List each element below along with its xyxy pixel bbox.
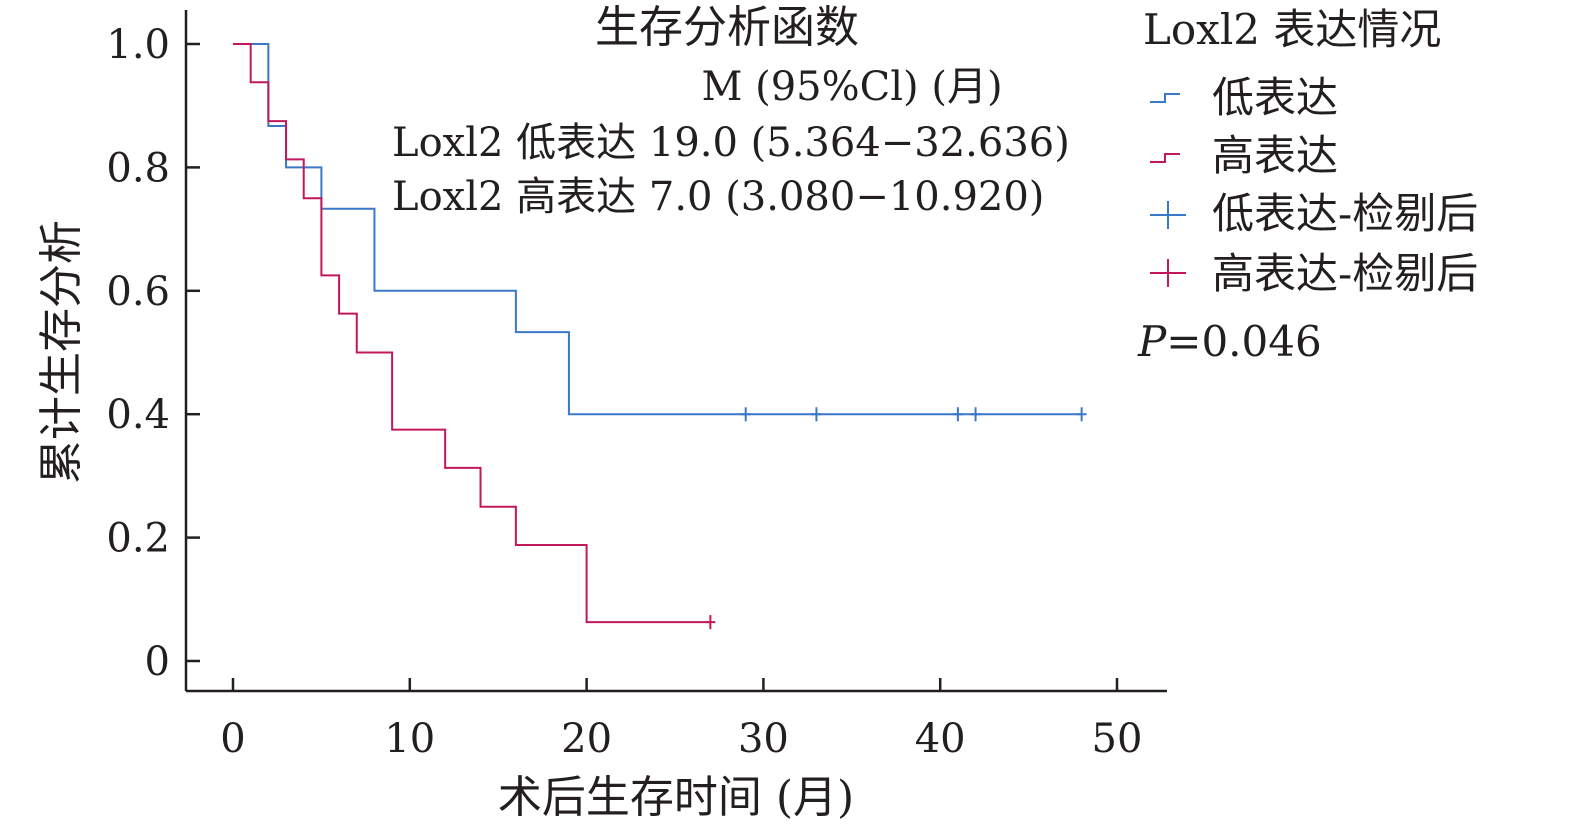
censor-mark — [811, 407, 822, 422]
y-axis-title: 累计生存分析 — [36, 220, 87, 484]
legend-title: Loxl2 表达情况 — [1143, 5, 1441, 54]
x-tick-label: 40 — [915, 716, 966, 762]
km-curve-low — [233, 43, 1082, 416]
censor-mark — [970, 407, 981, 422]
censor-mark — [1076, 407, 1087, 422]
x-tick-label: 50 — [1092, 716, 1143, 762]
y-tick-label: 0.4 — [106, 392, 170, 438]
annotation-high: Loxl2 高表达 7.0 (3.080−10.920) — [392, 174, 1044, 220]
x-tick-label: 30 — [738, 716, 789, 762]
y-tick-label: 1.0 — [106, 22, 170, 68]
legend-swatch-high — [1150, 153, 1180, 163]
y-ticks: 0 0.2 0.4 0.6 0.8 1.0 — [106, 22, 200, 685]
x-tick-label: 10 — [384, 716, 435, 762]
x-tick-label: 20 — [561, 716, 612, 762]
legend: Loxl2 表达情况 低表达 高表达 低表达-检剔后 高表达-检剔后 P=0.0… — [1137, 5, 1478, 366]
axes: 0 0.2 0.4 0.6 0.8 1.0 0 10 20 30 40 50 — [106, 10, 1167, 762]
legend-entry-high: 高表达 — [1212, 131, 1338, 180]
series-layer — [233, 43, 1087, 630]
annotation-low: Loxl2 低表达 19.0 (5.364−32.636) — [392, 120, 1070, 166]
p-value-number: =0.046 — [1166, 317, 1321, 366]
legend-entry-high-censored: 高表达-检剔后 — [1212, 249, 1478, 298]
legend-swatch-low — [1150, 93, 1180, 103]
censor-mark — [952, 407, 963, 422]
x-tick-label: 0 — [220, 716, 245, 762]
km-curve-high — [233, 43, 711, 624]
p-value-label: P — [1137, 317, 1167, 366]
chart-title: 生存分析函数 — [595, 2, 859, 53]
legend-swatch-high-censored — [1150, 259, 1186, 287]
y-tick-label: 0.2 — [106, 516, 170, 562]
x-axis-title: 术后生存时间 (月) — [498, 772, 854, 823]
legend-swatch-low-censored — [1150, 201, 1186, 229]
p-value: P=0.046 — [1137, 317, 1322, 366]
censor-mark — [705, 615, 716, 630]
x-ticks: 0 10 20 30 40 50 — [220, 678, 1142, 762]
censor-mark — [740, 407, 751, 422]
y-tick-label: 0.8 — [106, 145, 170, 191]
legend-entry-low: 低表达 — [1212, 73, 1338, 122]
legend-entry-low-censored: 低表达-检剔后 — [1212, 189, 1478, 238]
annotation-header: M (95%Cl) (月) — [701, 64, 1002, 110]
y-tick-label: 0.6 — [106, 269, 170, 315]
y-tick-label: 0 — [145, 639, 170, 685]
